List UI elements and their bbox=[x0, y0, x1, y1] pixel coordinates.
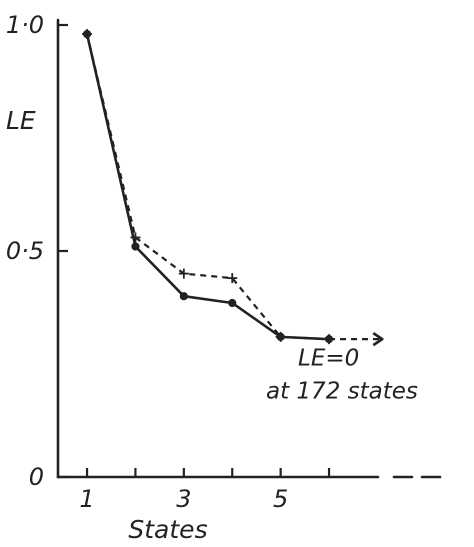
y-tick-label: 1·0 bbox=[6, 11, 44, 39]
solid-series-point bbox=[228, 298, 237, 308]
solid-series-point bbox=[131, 242, 140, 251]
y-tick-label: 0·5 bbox=[6, 237, 44, 265]
x-tick-label: 3 bbox=[176, 485, 191, 513]
axes bbox=[56, 18, 442, 479]
annotation-line-2: at 172 states bbox=[266, 379, 418, 405]
annotation-line-1: LE=0 bbox=[298, 346, 359, 372]
solid-series-line bbox=[85, 33, 330, 341]
solid-series-point bbox=[179, 292, 188, 301]
y-tick-label: 0 bbox=[29, 463, 44, 491]
dashed-series-line bbox=[85, 33, 330, 341]
y-axis-title: LE bbox=[6, 106, 36, 135]
ticks: 0 0·5 1·0 1 3 5 bbox=[6, 11, 331, 513]
extension-arrow-head bbox=[372, 332, 384, 347]
x-tick-label: 5 bbox=[273, 485, 288, 513]
x-tick-label: 1 bbox=[79, 485, 94, 513]
x-axis-title: States bbox=[128, 515, 207, 544]
labels: LE States LE=0 at 172 states bbox=[6, 106, 418, 544]
series bbox=[82, 29, 384, 347]
